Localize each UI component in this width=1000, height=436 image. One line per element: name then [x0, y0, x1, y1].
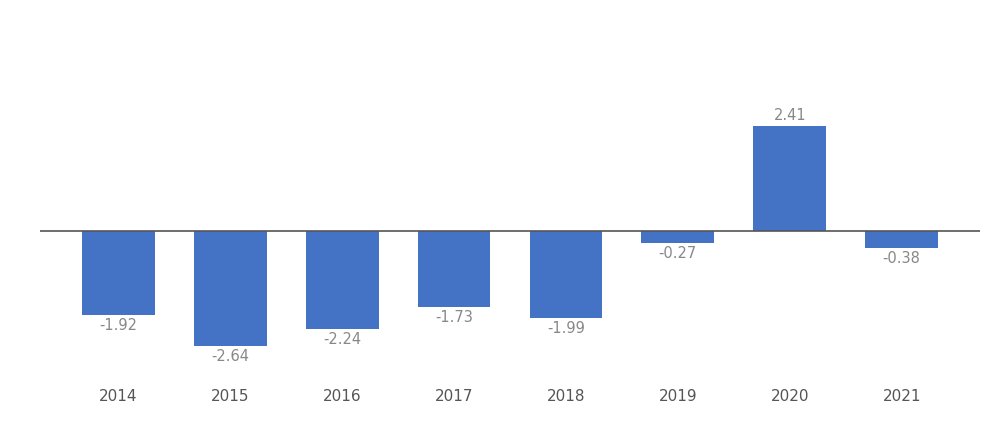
Bar [641, 231, 714, 243]
Bar [82, 231, 155, 315]
Bar [753, 126, 826, 231]
Text: -2.64: -2.64 [211, 349, 249, 364]
Text: -1.73: -1.73 [435, 310, 473, 324]
Text: -1.92: -1.92 [99, 318, 137, 333]
Text: -2.24: -2.24 [323, 332, 361, 347]
Bar [418, 231, 490, 307]
Bar [530, 231, 602, 318]
Text: -1.99: -1.99 [547, 321, 585, 336]
Text: -0.38: -0.38 [883, 251, 921, 266]
Bar [865, 231, 938, 248]
Text: -0.27: -0.27 [659, 246, 697, 261]
Bar [194, 231, 267, 346]
Text: 2.41: 2.41 [773, 108, 806, 123]
Bar [306, 231, 379, 329]
